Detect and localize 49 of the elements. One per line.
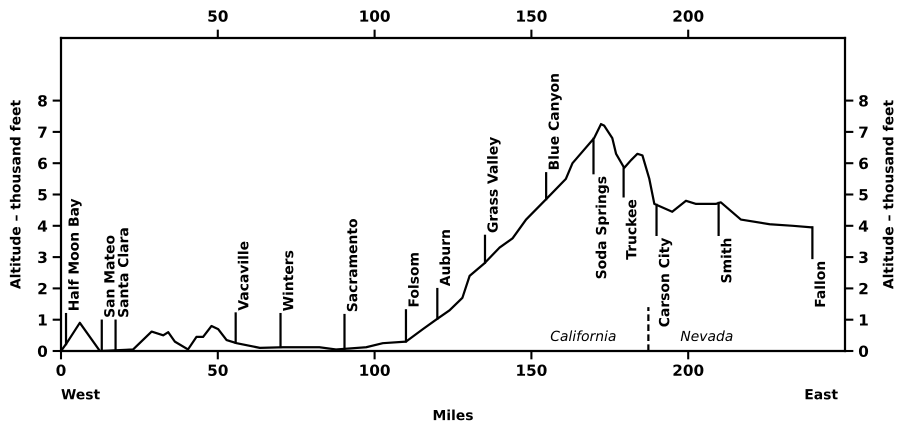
annotation: Sacramento [346,219,358,312]
y2-axis-title: Altitude – thousand feet [882,100,894,290]
annotation: Carson City [658,238,672,327]
y2-tick-label: 7 [859,126,868,138]
annotation: Fallon [814,262,826,307]
x-axis-title: Miles [434,410,473,420]
y-tick-label: 6 [38,158,47,170]
y-axis-title: Altitude – thousand feet [10,100,21,290]
y2-tick-label: 3 [859,252,868,264]
y-tick-label: 2 [38,282,46,294]
annotation: Half Moon Bay [68,198,82,310]
y2-tick-label: 5 [859,189,868,201]
text: East [806,389,838,400]
x-tick-label: 0 [56,364,66,376]
y2-tick-label: 1 [860,314,868,326]
annotation: Santa Clara [118,228,128,317]
y2-tick-label: 2 [859,282,868,294]
annotation: Truckee [626,200,636,260]
annotation: Nevada [680,330,732,342]
x-tick-label: 200 [673,364,704,376]
annotation: Grass Valley [487,136,501,232]
y-tick-label: 4 [38,220,48,232]
annotation: California [550,330,616,342]
annotation: Winters [282,250,294,311]
x-tick-label: 100 [360,364,390,376]
y2-tick-label: 0 [858,345,868,358]
annotation: Vacaville [238,242,249,311]
y-tick-label: 8 [38,95,47,107]
annotation: San Mateo [104,236,115,317]
annotation: Auburn [439,230,450,286]
y2-tick-label: 6 [859,158,868,170]
y-tick-label: 3 [38,252,47,264]
x-tick-label: 50 [208,364,228,376]
y-tick-label: 5 [38,189,47,201]
y-tick-label: 7 [38,126,47,138]
annotation: Blue Canyon [548,74,562,170]
y-tick-label: 0 [38,345,48,358]
x2-tick-label: 100 [360,10,390,22]
annotation: Folsom [408,253,419,306]
annotation: Soda Springs [596,176,610,278]
y2-tick-label: 4 [858,220,868,232]
y-tick-label: 1 [38,314,47,326]
x2-tick-label: 150 [517,10,547,22]
annotation: Smith [720,238,732,282]
x-tick-label: 150 [517,364,547,376]
x2-tick-label: 50 [208,10,228,22]
x2-tick-label: 200 [673,10,704,22]
text: West [61,389,100,400]
y2-tick-label: 8 [859,95,868,107]
